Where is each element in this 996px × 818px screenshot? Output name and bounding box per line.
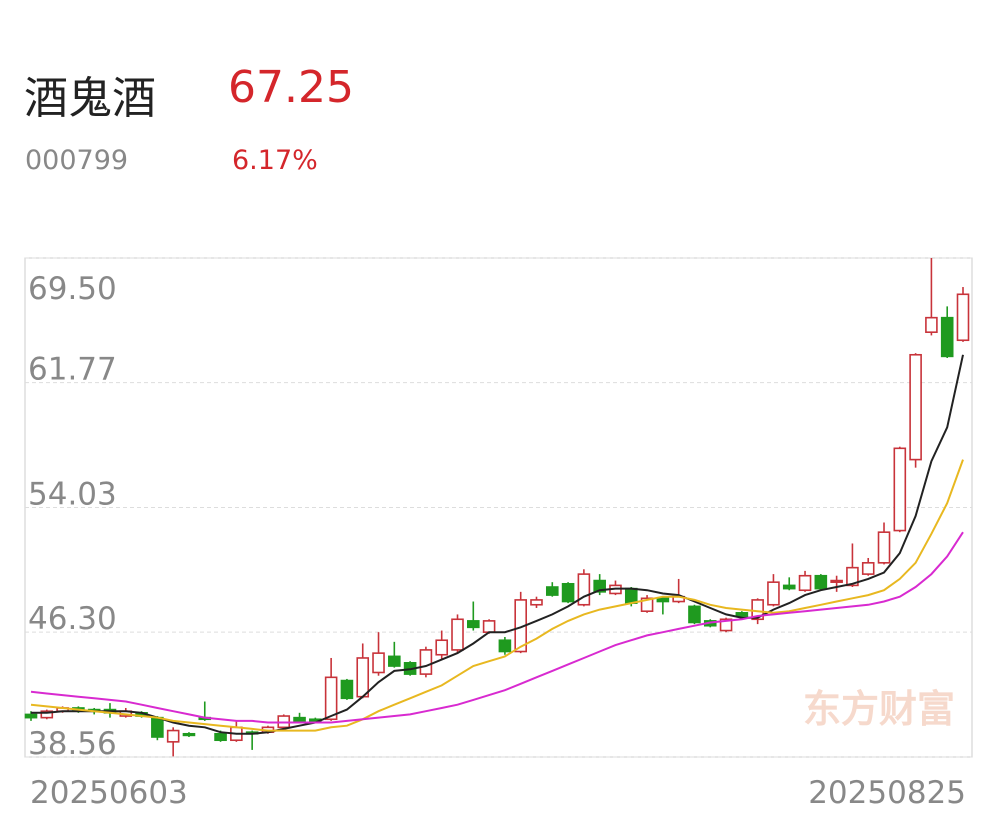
- candle-body: [656, 597, 670, 603]
- candle-body: [467, 620, 480, 629]
- candle-body: [182, 732, 196, 737]
- candle-body: [893, 447, 907, 532]
- candle-body: [767, 581, 780, 606]
- candle-body: [861, 562, 875, 575]
- candle-body: [545, 586, 559, 596]
- candle-body: [688, 605, 701, 624]
- candle-body: [356, 657, 370, 698]
- candle-body: [451, 618, 464, 651]
- candle-body: [435, 639, 449, 656]
- candle-body: [340, 679, 354, 700]
- candle-body: [561, 582, 575, 603]
- stock-price: 67.25: [228, 62, 354, 113]
- candle-body: [751, 599, 764, 621]
- candle-body: [846, 566, 859, 587]
- moving-average-line: [30, 459, 964, 732]
- candle-body: [214, 732, 227, 742]
- candle-body: [151, 716, 164, 738]
- stock-change: 6.17%: [232, 145, 318, 176]
- candle-body: [40, 710, 54, 719]
- candle-body: [640, 597, 654, 613]
- candle-body: [593, 579, 606, 593]
- x-tick-label: 20250603: [30, 775, 188, 811]
- candle-body: [830, 579, 843, 583]
- candle-body: [577, 573, 591, 606]
- candle-body: [735, 612, 749, 617]
- moving-average-line: [30, 531, 964, 724]
- candle-body: [798, 574, 812, 592]
- candle-body: [925, 316, 938, 333]
- candle-body: [909, 353, 922, 461]
- candle-body: [24, 713, 38, 719]
- candle-body: [940, 316, 954, 358]
- candle-body: [293, 716, 306, 722]
- watermark: 东方财富: [803, 687, 955, 731]
- candle-body: [372, 652, 385, 674]
- moving-average-line: [31, 354, 964, 735]
- stock-name: 酒鬼酒: [24, 73, 156, 124]
- candle-body: [877, 531, 891, 564]
- stock-code: 000799: [25, 145, 129, 176]
- candle-body: [530, 599, 543, 606]
- candle-body: [324, 676, 338, 721]
- candle-body: [419, 649, 433, 675]
- candle-body: [956, 293, 970, 342]
- x-tick-label: 20250825: [808, 775, 966, 811]
- candle-body: [782, 584, 796, 590]
- y-tick-label: 38.56: [28, 726, 117, 762]
- candle-body: [482, 620, 496, 633]
- candle-body: [624, 587, 638, 604]
- y-tick-label: 46.30: [28, 601, 117, 637]
- y-tick-label: 69.50: [28, 271, 117, 307]
- y-tick-label: 54.03: [28, 477, 117, 513]
- candle-body: [498, 639, 512, 653]
- candle-body: [719, 618, 733, 632]
- candle-body: [814, 574, 828, 590]
- y-tick-label: 61.77: [28, 352, 117, 388]
- candle-body: [166, 729, 180, 743]
- candle-body: [388, 655, 401, 667]
